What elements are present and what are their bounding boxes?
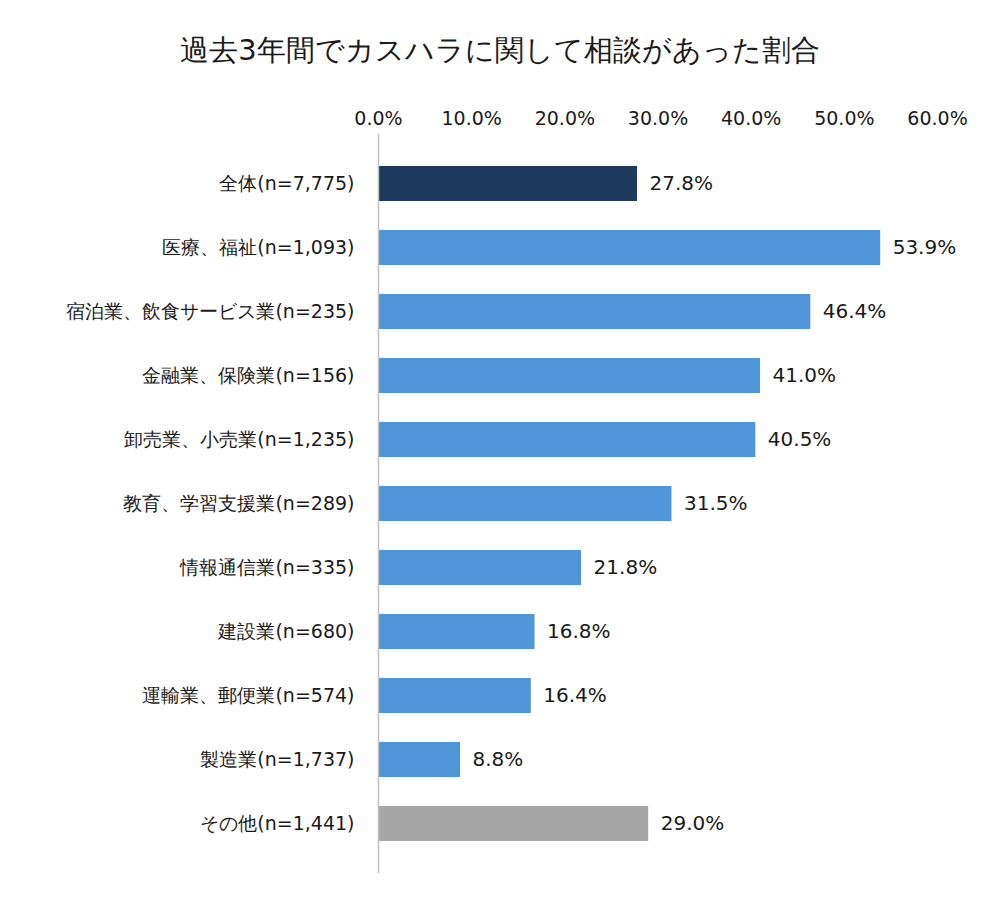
svg-text:0.0%: 0.0% <box>354 107 402 129</box>
svg-text:60.0%: 60.0% <box>907 107 967 129</box>
svg-text:41.0%: 41.0% <box>772 363 836 387</box>
svg-text:27.8%: 27.8% <box>650 171 714 195</box>
svg-text:16.8%: 16.8% <box>547 619 611 643</box>
svg-text:10.0%: 10.0% <box>441 107 501 129</box>
svg-text:40.0%: 40.0% <box>721 107 781 129</box>
svg-text:情報通信業(n=335): 情報通信業(n=335) <box>179 556 354 578</box>
svg-text:31.5%: 31.5% <box>684 491 748 515</box>
svg-text:全体(n=7,775): 全体(n=7,775) <box>219 172 354 194</box>
svg-text:53.9%: 53.9% <box>893 235 957 259</box>
svg-text:30.0%: 30.0% <box>628 107 688 129</box>
svg-text:金融業、保険業(n=156): 金融業、保険業(n=156) <box>142 364 354 386</box>
svg-text:卸売業、小売業(n=1,235): 卸売業、小売業(n=1,235) <box>124 428 354 450</box>
html-text:過去3年間でカスハラに関して相談があった割合: 過去3年間でカスハラに関して相談があった割合 <box>180 33 820 67</box>
svg-text:製造業(n=1,737): 製造業(n=1,737) <box>200 748 354 770</box>
svg-text:運輸業、郵便業(n=574): 運輸業、郵便業(n=574) <box>142 684 354 706</box>
svg-text:教育、学習支援業(n=289): 教育、学習支援業(n=289) <box>123 492 354 514</box>
svg-text:その他(n=1,441): その他(n=1,441) <box>200 812 354 834</box>
svg-text:40.5%: 40.5% <box>768 427 832 451</box>
svg-text:建設業(n=680): 建設業(n=680) <box>217 620 354 642</box>
svg-text:宿泊業、飲食サービス業(n=235): 宿泊業、飲食サービス業(n=235) <box>66 300 354 322</box>
svg-text:20.0%: 20.0% <box>535 107 595 129</box>
svg-text:29.0%: 29.0% <box>661 811 725 835</box>
svg-text:50.0%: 50.0% <box>814 107 874 129</box>
svg-text:医療、福祉(n=1,093): 医療、福祉(n=1,093) <box>162 236 354 258</box>
svg-text:8.8%: 8.8% <box>472 747 523 771</box>
svg-text:21.8%: 21.8% <box>594 555 658 579</box>
svg-text:46.4%: 46.4% <box>823 299 887 323</box>
svg-text:16.4%: 16.4% <box>543 683 607 707</box>
